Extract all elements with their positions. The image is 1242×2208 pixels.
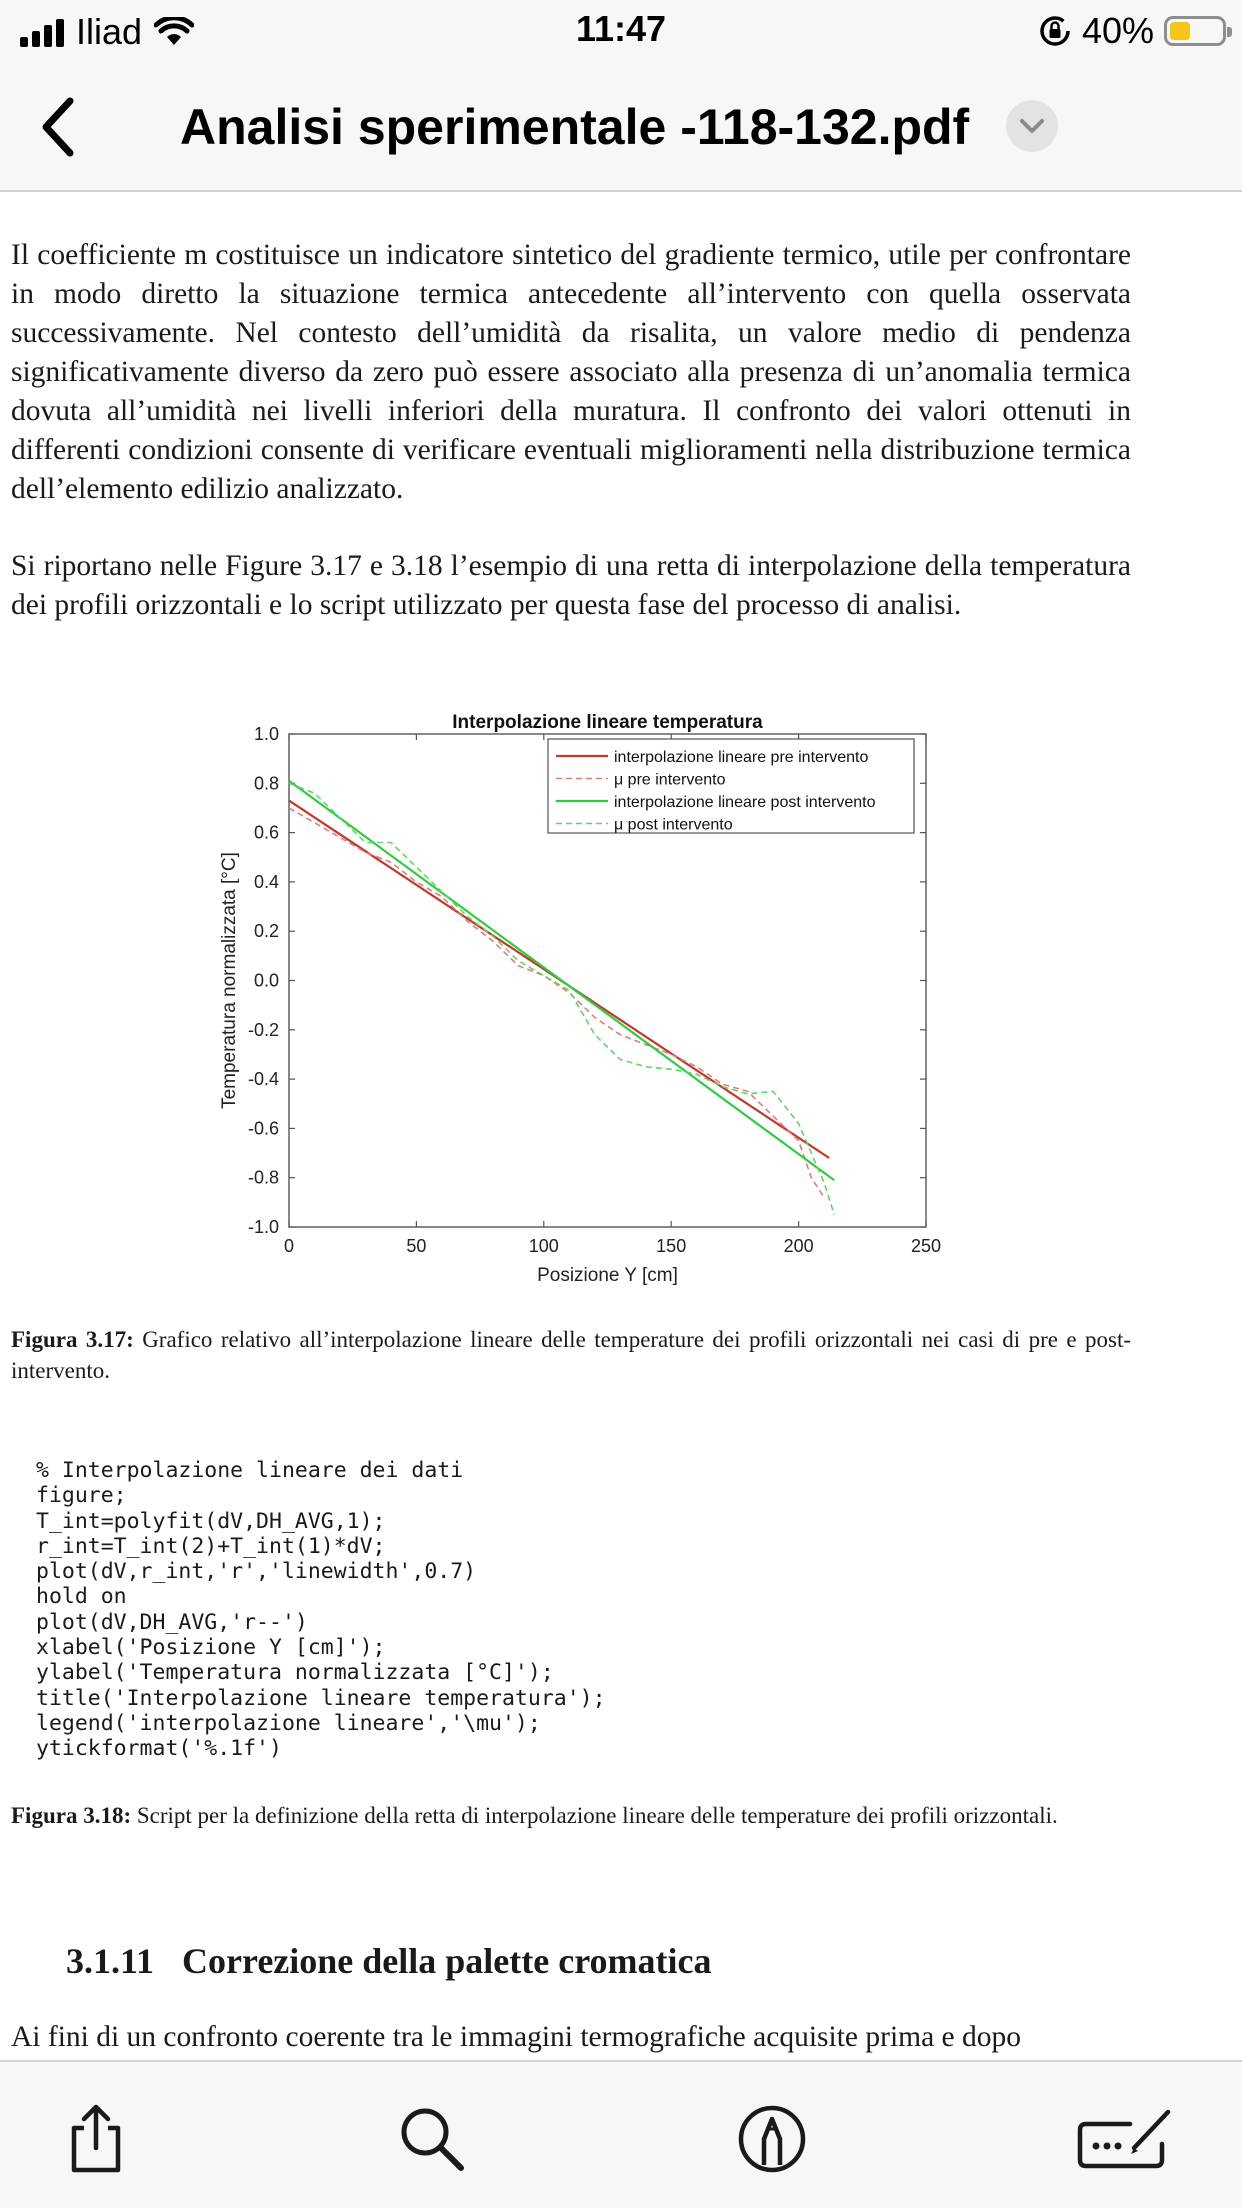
y-tick-label: 0.8: [254, 773, 279, 793]
paragraph-1: Il coefficiente m costituisce un indicat…: [11, 239, 1131, 505]
x-tick-label: 100: [529, 1236, 559, 1256]
orientation-lock-icon: [1040, 16, 1070, 46]
clock: 11:47: [575, 8, 667, 49]
x-tick-label: 250: [911, 1236, 941, 1256]
figure-3-18-label: Figura 3.18:: [11, 1803, 132, 1828]
code-line: xlabel('Posizione Y [cm]');: [36, 1635, 386, 1661]
series-line-4: [288, 782, 836, 1215]
figure-3-17-caption: Figura 3.17: Grafico relativo all’interp…: [11, 1324, 1131, 1386]
y-tick-label: 0.6: [254, 823, 279, 843]
legend-label: μ pre intervento: [614, 772, 726, 789]
y-tick-label: 1.0: [254, 724, 279, 744]
code-line: legend('interpolazione lineare','\mu');: [36, 1710, 541, 1736]
code-line: plot(dV,r_int,'r','linewidth',0.7): [36, 1559, 477, 1585]
signature-icon: [1077, 2109, 1171, 2169]
y-tick-label: -1.0: [248, 1217, 279, 1237]
title-menu-button[interactable]: [1006, 100, 1058, 152]
code-line: ytickformat('%.1f'): [36, 1736, 282, 1762]
legend-label: μ post intervento: [614, 817, 733, 834]
chart-title: Interpolazione lineare temperatura: [452, 712, 763, 733]
status-left: Iliad: [20, 11, 195, 52]
code-line: figure;: [36, 1483, 127, 1509]
x-axis-label: Posizione Y [cm]: [537, 1265, 678, 1286]
search-button[interactable]: [392, 2104, 472, 2174]
code-line: plot(dV,DH_AVG,'r--'): [36, 1609, 308, 1635]
share-button[interactable]: [56, 2104, 136, 2174]
y-tick-label: 0.4: [254, 872, 279, 892]
y-tick-label: 0.0: [254, 971, 279, 991]
code-line: hold on: [36, 1584, 127, 1610]
status-right: 40%: [1038, 10, 1232, 52]
legend-label: interpolazione lineare post intervento: [614, 794, 876, 811]
signature-button[interactable]: [1076, 2104, 1176, 2174]
legend-box: [547, 738, 915, 834]
figure-3-18-caption: Figura 3.18: Script per la definizione d…: [11, 1800, 1131, 1831]
interpolation-chart: 0 50 100 150 200 250 -1.0 -0.8 -0.6 -0.4 -0.2 0.0 0.…: [219, 712, 941, 1286]
y-tick-label: 0.2: [254, 921, 279, 941]
battery-icon: [1164, 16, 1232, 46]
code-line: T_int=polyfit(dV,DH_AVG,1);: [36, 1508, 386, 1534]
section-heading: 3.1.11 Correzione della palette cromatica: [66, 1940, 712, 1982]
pdf-page[interactable]: Il coefficiente m costituisce un indicat…: [0, 192, 1242, 2060]
carrier-name: Iliad: [76, 11, 143, 52]
series-line-3: [288, 779, 835, 1182]
status-bar: Iliad 11:47 40%: [0, 0, 1242, 62]
y-axis-label: Temperatura normalizzata [°C]: [219, 852, 240, 1109]
code-block: % Interpolazione lineare dei dati figure;…: [36, 1458, 606, 1762]
battery-percent: 40%: [1081, 10, 1154, 51]
section-title: Correzione della palette cromatica: [182, 1941, 712, 1981]
battery-level-fill: [1170, 22, 1190, 40]
back-button[interactable]: [28, 92, 88, 162]
markup-button[interactable]: [732, 2104, 812, 2174]
x-tick-label: 200: [784, 1236, 814, 1256]
search-icon: [401, 2108, 464, 2171]
code-line: r_int=T_int(2)+T_int(1)*dV;: [36, 1533, 386, 1559]
paragraph-2: Si riportano nelle Figure 3.17 e 3.18 l’…: [11, 550, 1131, 621]
document-title[interactable]: Analisi sperimentale -118-132.pdf: [180, 99, 970, 155]
markup-icon: [738, 2105, 806, 2173]
section-number: 3.1.11: [66, 1941, 155, 1981]
y-tick-label: -0.4: [248, 1069, 279, 1089]
navigation-bar: Analisi sperimentale -118-132.pdf: [0, 62, 1242, 192]
bottom-toolbar: [0, 2060, 1242, 2208]
code-line: ylabel('Temperatura normalizzata [°C]');: [36, 1660, 554, 1686]
wifi-icon: [154, 17, 195, 45]
y-tick-label: -0.6: [248, 1118, 279, 1138]
code-line: % Interpolazione lineare dei dati: [36, 1458, 464, 1483]
y-tick-label: -0.8: [248, 1168, 279, 1188]
x-tick-label: 50: [406, 1236, 426, 1256]
figure-3-17-label: Figura 3.17:: [11, 1327, 134, 1352]
chevron-down-icon: [1020, 119, 1044, 133]
share-icon: [71, 2104, 121, 2173]
cellular-signal-icon: [20, 17, 64, 47]
y-tick-label: -0.2: [248, 1020, 279, 1040]
chevron-left-icon: [42, 97, 74, 157]
figure-3-17-text: Grafico relativo all’interpolazione line…: [11, 1327, 1131, 1383]
x-tick-label: 150: [656, 1236, 686, 1256]
paragraph-3: Ai fini di un confronto coerente tra le …: [11, 2021, 1022, 2053]
code-line: title('Interpolazione lineare temperatur…: [36, 1685, 606, 1711]
legend-label: interpolazione lineare pre intervento: [614, 749, 868, 766]
figure-3-18-text: Script per la definizione della retta di…: [136, 1803, 1058, 1828]
x-tick-label: 0: [284, 1236, 294, 1256]
